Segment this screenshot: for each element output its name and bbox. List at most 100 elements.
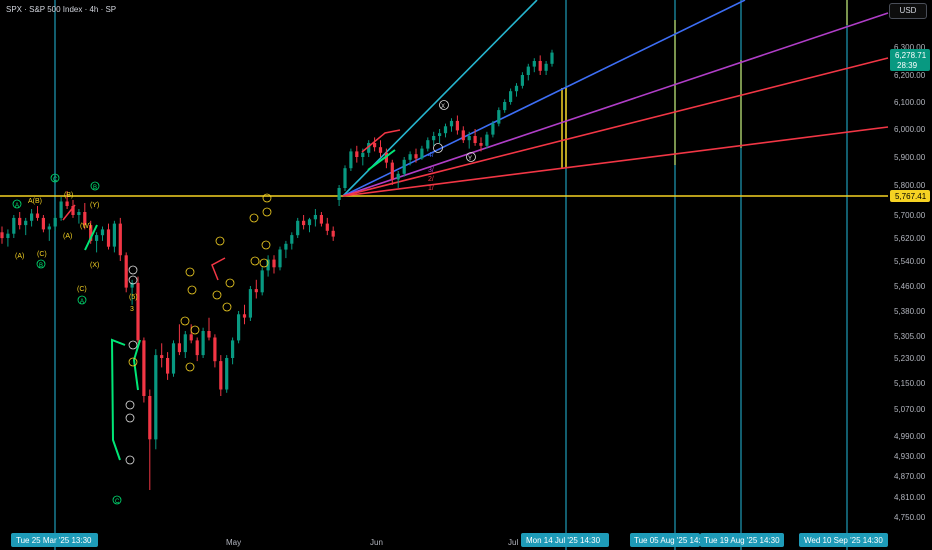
price-tick-label: 4,990.00 (894, 432, 926, 441)
svg-text:(B): (B) (64, 192, 73, 199)
candle-body (65, 201, 69, 206)
svg-text:(C): (C) (77, 286, 87, 293)
candle-body (148, 396, 152, 440)
candle-body (432, 136, 436, 141)
candle-body (83, 212, 87, 226)
svg-text:2/: 2/ (428, 176, 434, 183)
candle-body (438, 133, 442, 136)
price-tick-label: 5,900.00 (894, 153, 926, 162)
candle-body (59, 201, 63, 218)
candle-body (130, 282, 134, 288)
candle-body (207, 331, 211, 338)
candle-body (396, 173, 400, 180)
candle-body (24, 220, 28, 226)
candle-body (479, 143, 483, 146)
month-label-jul: Jul (508, 538, 518, 547)
candle-body (467, 136, 471, 141)
candle-body (509, 91, 513, 102)
svg-text:3: 3 (130, 306, 134, 313)
price-tick-label: 5,305.00 (894, 332, 926, 341)
candle-body (106, 229, 111, 247)
symbol-title[interactable]: SPX · S&P 500 Index · 4h · SP (6, 5, 117, 14)
time-axis[interactable]: May Jun Jul Tue 25 Mar '25 13:30 Mon 14 … (11, 533, 888, 547)
candle-body (160, 355, 164, 358)
candle-body (142, 340, 146, 396)
candle-body (231, 340, 235, 358)
candle-body (154, 355, 158, 440)
candle-body (89, 225, 93, 241)
candle-body (331, 230, 335, 237)
candle-body (284, 243, 288, 250)
candle-body (6, 233, 10, 238)
candle-body (526, 66, 530, 75)
candle-body (219, 361, 223, 390)
candle-body (443, 126, 448, 134)
candle-body (213, 337, 217, 362)
countdown-label: 28:39 (897, 61, 918, 70)
candle-body (538, 61, 542, 71)
candle-body (237, 314, 241, 341)
candle-body (349, 151, 353, 169)
candle-body (35, 213, 40, 218)
price-tick-label: 6,000.00 (894, 125, 926, 134)
candle-body (47, 226, 51, 230)
candle-body (550, 52, 554, 64)
svg-text:(A): (A) (63, 233, 72, 240)
price-tick-label: 4,930.00 (894, 452, 926, 461)
price-tag-current: 6,278.71 28:39 (890, 49, 930, 71)
price-tick-label: 5,150.00 (894, 379, 926, 388)
price-tag-level: 5,767.41 (890, 190, 930, 202)
candle-body (497, 110, 501, 124)
candle-body (449, 120, 454, 127)
candle-body (485, 134, 489, 146)
candle-body (390, 162, 394, 180)
candle-body (307, 219, 312, 226)
price-tick-label: 6,200.00 (894, 71, 926, 80)
candle-body (491, 123, 495, 135)
fan-lines[interactable] (342, 0, 889, 197)
candle-body (95, 235, 99, 241)
price-tick-label: 5,700.00 (894, 211, 926, 220)
candle-body (290, 235, 294, 244)
time-tag-aug05: Tue 05 Aug '25 14:30 (634, 536, 710, 545)
trend-strokes (62, 129, 401, 461)
candle-body (532, 61, 536, 67)
candle-body (12, 217, 16, 234)
candle-body (118, 223, 122, 256)
candlestick-series[interactable] (0, 49, 554, 490)
candle-body (325, 223, 329, 231)
price-tick-label: 5,230.00 (894, 354, 926, 363)
candle-body (355, 151, 359, 157)
candle-body (278, 249, 282, 268)
candle-body (402, 159, 406, 174)
candle-body (361, 152, 365, 157)
time-tag-jul14: Mon 14 Jul '25 14:30 (526, 536, 601, 545)
candle-body (100, 229, 105, 236)
candle-body (337, 188, 341, 200)
svg-text:1/: 1/ (428, 185, 434, 192)
candle-body (183, 334, 187, 353)
candle-body (272, 259, 276, 268)
candle-body (455, 120, 459, 131)
svg-text:(5): (5) (129, 294, 138, 301)
candle-body (53, 217, 57, 227)
svg-text:X: X (441, 104, 445, 110)
candle-body (514, 85, 519, 92)
candle-body (473, 136, 477, 143)
vertical-cycle-lines[interactable] (54, 0, 848, 550)
candle-body (177, 343, 181, 353)
time-tag-aug19: Tue 19 Aug '25 14:30 (704, 536, 780, 545)
candle-body (30, 213, 34, 221)
candle-body (520, 75, 524, 86)
svg-text:C: C (53, 177, 58, 183)
candle-body (461, 130, 465, 141)
currency-button[interactable]: USD (889, 3, 927, 19)
svg-text:3/: 3/ (428, 167, 434, 174)
svg-text:A: A (15, 203, 19, 209)
candle-body (77, 212, 81, 215)
svg-text:(A): (A) (15, 253, 24, 260)
price-tick-label: 5,620.00 (894, 234, 926, 243)
time-tag-sep10: Wed 10 Sep '25 14:30 (804, 536, 883, 545)
price-axis[interactable]: 6,300.00 6,200.00 6,100.00 6,000.00 5,900.00… (894, 43, 926, 522)
